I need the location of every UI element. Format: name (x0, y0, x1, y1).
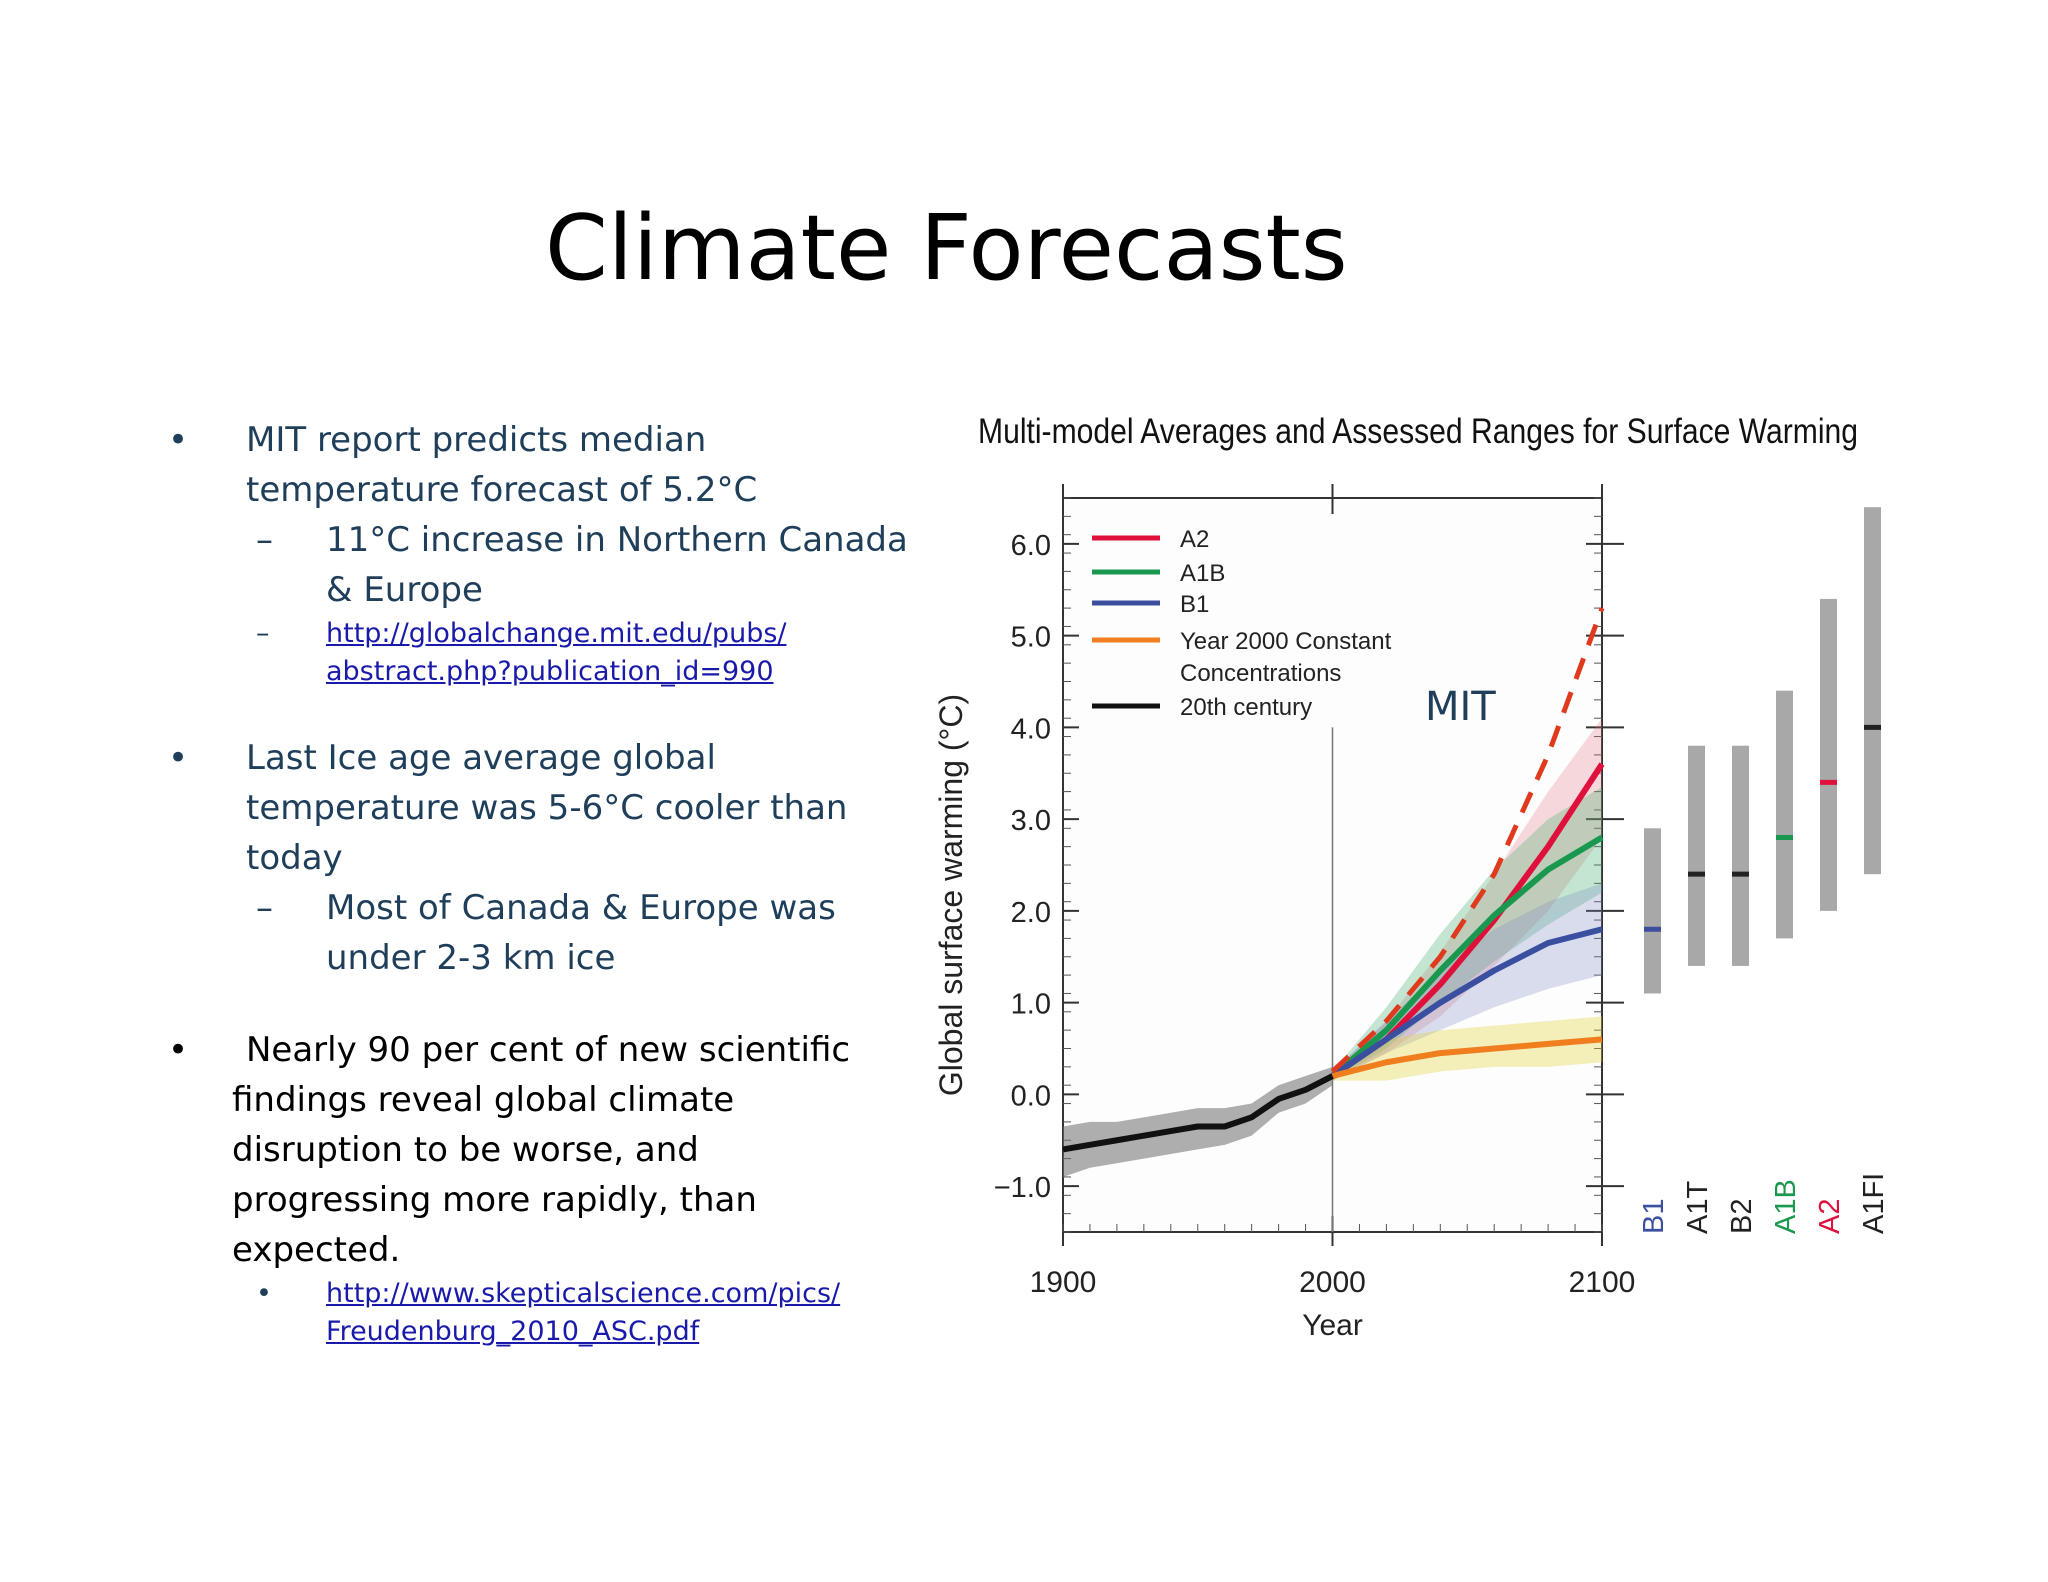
bullet-1: • MIT report predicts median temperature… (168, 415, 928, 515)
sub-bullet-mit-link: – http://globalchange.mit.edu/pubs/ abst… (168, 615, 928, 691)
range-bar (1732, 745, 1749, 966)
bullet-marker: • (168, 1030, 189, 1070)
range-bar (1776, 690, 1793, 939)
bullet-1-line-2: temperature forecast of 5.2°C (246, 470, 758, 510)
x-tick-label: 1900 (1030, 1266, 1097, 1299)
bullet-3-body: findings reveal global climate disruptio… (168, 1075, 928, 1275)
uncertainty-band (1063, 1066, 1333, 1177)
bullet-3-line-3: disruption to be worse, and (232, 1130, 699, 1170)
y-axis-label: Global surface warming (°C) (933, 694, 969, 1096)
chart-title: Multi-model Averages and Assessed Ranges… (978, 412, 1859, 451)
bullet-2: • Last Ice age average global temperatur… (168, 733, 928, 883)
bullet-2-line-1: Last Ice age average global (246, 738, 716, 778)
y-tick-label: 5.0 (1011, 622, 1051, 654)
sub-bullet-ice-line-2: under 2-3 km ice (326, 938, 616, 978)
slide-title: Climate Forecasts (545, 196, 1348, 301)
range-scenario-label: B1 (1638, 1199, 1670, 1234)
uncertainty-band (1332, 718, 1602, 1081)
series-line (1330, 607, 1605, 1074)
skeptical-link-line-2: Freudenburg_2010_ASC.pdf (326, 1316, 700, 1347)
legend-label: Year 2000 Constant (1180, 628, 1392, 655)
bullet-3-line-2: findings reveal global climate (232, 1080, 735, 1120)
sub-bullet-ice: – Most of Canada & Europe was under 2-3 … (168, 883, 928, 983)
mit-link-line-2: abstract.php?publication_id=990 (326, 656, 774, 687)
legend-label: A1B (1180, 560, 1225, 587)
x-tick-label: 2100 (1569, 1266, 1636, 1299)
bullet-2-line-2: temperature was 5-6°C cooler than (246, 788, 848, 828)
bullet-1-line-1: MIT report predicts median (246, 420, 707, 460)
bullet-marker: • (168, 738, 189, 778)
legend-label: A2 (1180, 526, 1209, 553)
dash-marker: – (256, 520, 273, 560)
sub-bullet-ice-line-1: Most of Canada & Europe was (326, 888, 836, 928)
range-bar (1688, 745, 1705, 966)
bullet-3-line-1: Nearly 90 per cent of new scientific (246, 1030, 851, 1070)
dash-marker: – (256, 618, 270, 649)
y-tick-label: 3.0 (1011, 805, 1051, 837)
skeptical-link[interactable]: http://www.skepticalscience.com/pics/ Fr… (326, 1275, 846, 1351)
dash-marker: – (256, 888, 273, 928)
range-scenario-label: B2 (1726, 1199, 1758, 1234)
sub-bullet-canada: – 11°C increase in Northern Canada & Eur… (168, 515, 928, 615)
legend-label: 20th century (1180, 694, 1312, 721)
range-scenario-label: A2 (1814, 1199, 1846, 1234)
x-axis-label: Year (1302, 1309, 1363, 1342)
range-scenario-label: A1T (1682, 1181, 1714, 1234)
mit-link-line-1: http://globalchange.mit.edu/pubs/ (326, 618, 787, 649)
series-line (1330, 926, 1603, 1079)
sub-bullet-skeptical-link: • http://www.skepticalscience.com/pics/ … (168, 1275, 928, 1351)
mit-link[interactable]: http://globalchange.mit.edu/pubs/ abstra… (326, 615, 846, 691)
y-tick-label: 6.0 (1011, 530, 1051, 562)
bullet-3-line-5: expected. (232, 1230, 401, 1270)
range-bar (1820, 598, 1837, 911)
series-line (1330, 834, 1604, 1079)
range-bar (1864, 507, 1881, 875)
y-tick-label: 4.0 (1011, 713, 1051, 745)
range-scenario-label: A1B (1770, 1179, 1802, 1234)
mit-annotation: MIT (1425, 684, 1496, 730)
x-tick-label: 2000 (1299, 1266, 1366, 1299)
bullet-marker: • (256, 1278, 272, 1309)
skeptical-link-line-1: http://www.skepticalscience.com/pics/ (326, 1278, 841, 1309)
bullet-list: • MIT report predicts median temperature… (168, 415, 928, 1351)
y-tick-label: 0.0 (1011, 1080, 1051, 1112)
bullet-3: • Nearly 90 per cent of new scientific (168, 1025, 928, 1075)
bullet-marker: • (168, 420, 189, 460)
range-bar (1644, 828, 1661, 994)
series-line (1062, 1073, 1334, 1153)
legend-label: Concentrations (1180, 660, 1341, 687)
legend-label: B1 (1180, 591, 1209, 618)
bullet-2-line-3: today (246, 838, 343, 878)
range-scenario-label: A1FI (1858, 1173, 1890, 1234)
y-tick-label: 2.0 (1011, 897, 1051, 929)
series-line (1331, 1036, 1603, 1079)
bullet-3-line-4: progressing more rapidly, than (232, 1180, 757, 1220)
sub-bullet-canada-line-2: & Europe (326, 570, 483, 610)
sub-bullet-canada-line-1: 11°C increase in Northern Canada (326, 520, 908, 560)
y-tick-label: −1.0 (994, 1172, 1051, 1204)
y-tick-label: 1.0 (1011, 989, 1051, 1021)
